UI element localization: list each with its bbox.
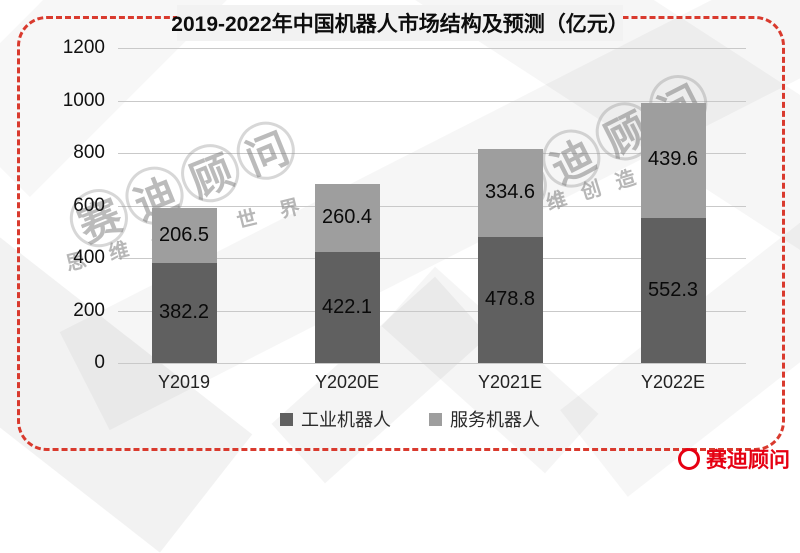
bar-segment	[314, 252, 380, 363]
y-axis-tick-label: 800	[73, 142, 105, 163]
gridline	[118, 363, 746, 364]
legend-item-service: 服务机器人	[429, 406, 540, 432]
bar-value-label: 422.1	[321, 295, 373, 318]
legend-label-service: 服务机器人	[450, 410, 540, 430]
bar-value-label: 206.5	[158, 223, 210, 246]
gridline	[118, 100, 746, 102]
bar-value-label: 478.8	[484, 288, 536, 311]
legend-swatch-industrial-icon	[280, 412, 293, 426]
bar-segment	[640, 218, 706, 363]
legend-item-industrial: 工业机器人	[280, 406, 391, 432]
bar-value-label: 382.2	[158, 300, 210, 323]
legend-label-industrial: 工业机器人	[301, 410, 391, 430]
bar-value-label: 334.6	[484, 181, 536, 204]
gridline	[118, 205, 746, 207]
bar-segment	[477, 237, 543, 363]
x-axis-category-label: Y2021E	[477, 372, 543, 392]
y-axis-tick-label: 1000	[62, 89, 105, 111]
bar-value-label: 260.4	[321, 206, 373, 229]
x-axis-category-label: Y2022E	[640, 372, 706, 392]
title-band: 2019-2022年中国机器人市场结构及预测（亿元）	[171, 5, 629, 41]
bar-value-label: 552.3	[647, 278, 699, 301]
bar-segment	[314, 183, 380, 253]
bar-value-label: 439.6	[647, 148, 699, 171]
corner-logo: 赛迪顾问	[678, 444, 790, 474]
chart-title: 2019-2022年中国机器人市场结构及预测（亿元）	[171, 13, 629, 36]
y-axis-tick-label: 600	[73, 194, 105, 216]
x-axis-category-label: Y2020E	[314, 372, 380, 392]
y-axis-tick-label: 1200	[62, 37, 105, 58]
watermark-character: 赛	[61, 180, 137, 256]
y-axis-tick-label: 400	[73, 247, 105, 268]
gridline	[118, 258, 746, 259]
gridline	[118, 310, 746, 312]
brand-seal-icon	[678, 448, 700, 470]
bar-segment	[151, 262, 217, 363]
x-axis-category-label: Y2019	[157, 372, 211, 392]
bar-segment	[477, 149, 543, 238]
bar-segment	[151, 208, 217, 263]
background-ribbon	[388, 0, 800, 277]
legend: 工业机器人 服务机器人	[0, 406, 800, 432]
bar-segment	[640, 102, 706, 219]
gridline	[118, 153, 746, 154]
gridline	[118, 48, 746, 49]
y-axis-tick-label: 0	[94, 352, 105, 373]
legend-swatch-service-icon	[429, 412, 442, 426]
corner-logo-text: 赛迪顾问	[706, 449, 790, 472]
watermark-character: 顾	[172, 135, 248, 211]
watermark-character: 问	[228, 112, 304, 189]
y-axis-tick-label: 200	[73, 299, 105, 321]
